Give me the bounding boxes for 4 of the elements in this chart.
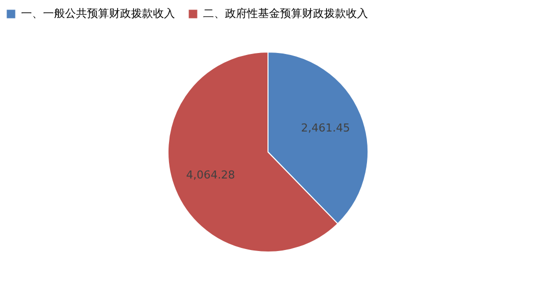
- data-label: 4,064.28: [186, 168, 236, 182]
- legend-label: 一、一般公共预算财政拨款收入: [21, 7, 175, 20]
- data-label: 2,461.45: [300, 122, 350, 135]
- legend-label: 二、政府性基金预算财政拨款收入: [203, 7, 368, 20]
